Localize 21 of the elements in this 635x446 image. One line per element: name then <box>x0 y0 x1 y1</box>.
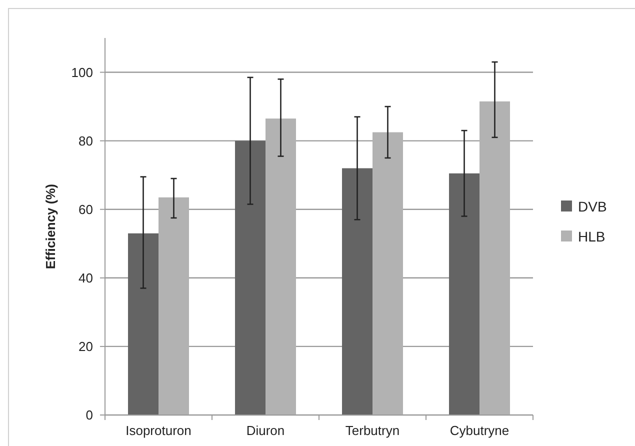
y-tick-label: 60 <box>78 202 93 217</box>
bar <box>480 101 510 415</box>
x-tick-label: Cybutryne <box>450 423 510 438</box>
legend-label: HLB <box>578 228 606 244</box>
x-tick-label: Terbutryn <box>345 423 400 438</box>
y-axis-title: Efficiency (%) <box>43 184 58 270</box>
y-tick-label: 40 <box>78 270 93 286</box>
bar <box>372 132 403 415</box>
x-tick-label: Isoproturon <box>126 423 192 438</box>
bar <box>235 140 266 415</box>
bar <box>342 168 372 415</box>
x-tick-label: Diuron <box>246 423 285 438</box>
y-tick-label: 100 <box>71 64 93 80</box>
y-tick-label: 80 <box>78 133 93 148</box>
bar <box>128 233 158 415</box>
bar <box>266 118 296 415</box>
y-tick-label: 20 <box>78 339 93 354</box>
bar <box>449 173 480 415</box>
bar <box>158 197 189 415</box>
y-tick-label: 0 <box>86 408 93 423</box>
legend-label: DVB <box>578 198 607 214</box>
